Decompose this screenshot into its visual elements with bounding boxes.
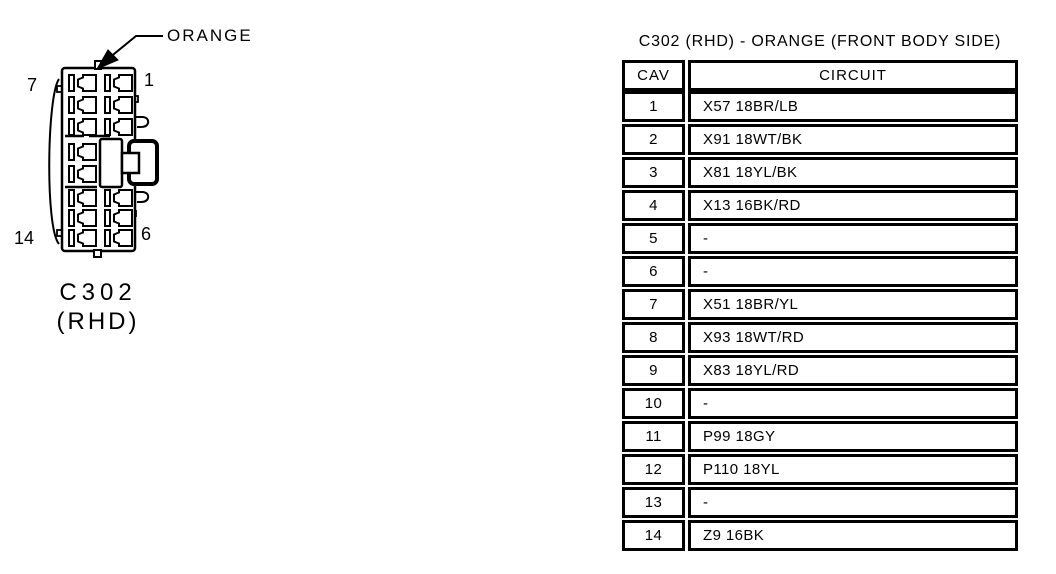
table-row: 3 X81 18YL/BK bbox=[622, 157, 1018, 188]
circuit-cell: Z9 16BK bbox=[688, 520, 1018, 551]
cav-cell: 10 bbox=[622, 388, 685, 419]
table-title: C302 (RHD) - ORANGE (FRONT BODY SIDE) bbox=[638, 33, 1002, 50]
circuit-cell: - bbox=[688, 487, 1018, 518]
cav-cell: 3 bbox=[622, 157, 685, 188]
circuit-cell: - bbox=[688, 256, 1018, 287]
circuit-cell: P110 18YL bbox=[688, 454, 1018, 485]
connector-bottom-tab bbox=[93, 249, 102, 258]
cav-column-header: CAV bbox=[622, 60, 685, 91]
connector-diagram: ORANGE 7 1 14 6 C302 (RHD) bbox=[0, 0, 300, 574]
cav-cell: 12 bbox=[622, 454, 685, 485]
circuit-cell: - bbox=[688, 223, 1018, 254]
circuit-cell: X51 18BR/YL bbox=[688, 289, 1018, 320]
table-header-row: CAV CIRCUIT bbox=[622, 60, 1018, 91]
pin-label-1: 1 bbox=[144, 70, 155, 90]
cav-cell: 9 bbox=[622, 355, 685, 386]
cav-cell: 1 bbox=[622, 91, 685, 122]
circuit-cell: P99 18GY bbox=[688, 421, 1018, 452]
cav-cell: 8 bbox=[622, 322, 685, 353]
cav-cell: 5 bbox=[622, 223, 685, 254]
table-row: 14 Z9 16BK bbox=[622, 520, 1018, 551]
cav-cell: 2 bbox=[622, 124, 685, 155]
table-row: 7 X51 18BR/YL bbox=[622, 289, 1018, 320]
orange-callout-arrow bbox=[95, 35, 163, 71]
table-row: 11 P99 18GY bbox=[622, 421, 1018, 452]
table-row: 6- bbox=[622, 256, 1018, 287]
circuit-cell: X57 18BR/LB bbox=[688, 91, 1018, 122]
cav-cell: 4 bbox=[622, 190, 685, 221]
cav-cell: 7 bbox=[622, 289, 685, 320]
table-row: 2 X91 18WT/BK bbox=[622, 124, 1018, 155]
connector-name-label: C302 bbox=[59, 279, 137, 306]
table-row: 4 X13 16BK/RD bbox=[622, 190, 1018, 221]
section-separators bbox=[65, 134, 110, 189]
circuit-cell: X93 18WT/RD bbox=[688, 322, 1018, 353]
connector-face-diagram bbox=[48, 35, 163, 258]
table-row: 9 X83 18YL/RD bbox=[622, 355, 1018, 386]
pin-label-14: 14 bbox=[14, 228, 35, 248]
circuit-column-header: CIRCUIT bbox=[688, 60, 1018, 91]
table-row: 8 X93 18WT/RD bbox=[622, 322, 1018, 353]
color-callout-label: ORANGE bbox=[167, 26, 253, 45]
pin-range-bracket bbox=[48, 78, 60, 245]
table-row: 12 P110 18YL bbox=[622, 454, 1018, 485]
table-row: 10- bbox=[622, 388, 1018, 419]
table-body: 1 X57 18BR/LB 2 X91 18WT/BK 3 X81 18YL/BK 4 X13… bbox=[622, 91, 1018, 551]
circuit-cell: - bbox=[688, 388, 1018, 419]
cav-cell: 14 bbox=[622, 520, 685, 551]
circuit-cell: X81 18YL/BK bbox=[688, 157, 1018, 188]
circuit-cell: X13 16BK/RD bbox=[688, 190, 1018, 221]
center-keyway bbox=[98, 137, 124, 189]
pin-label-7: 7 bbox=[27, 75, 38, 95]
table-row: 13- bbox=[622, 487, 1018, 518]
cav-cell: 6 bbox=[622, 256, 685, 287]
connector-pinout-table: C302 (RHD) - ORANGE (FRONT BODY SIDE) CA… bbox=[622, 33, 1018, 551]
circuit-cell: X91 18WT/BK bbox=[688, 124, 1018, 155]
cav-cell: 13 bbox=[622, 487, 685, 518]
cav-cell: 11 bbox=[622, 421, 685, 452]
table-row: 1 X57 18BR/LB bbox=[622, 91, 1018, 122]
connector-latch bbox=[120, 116, 159, 203]
pin-label-6: 6 bbox=[141, 224, 152, 244]
connector-variant-label: (RHD) bbox=[56, 308, 140, 335]
table-row: 5- bbox=[622, 223, 1018, 254]
circuit-cell: X83 18YL/RD bbox=[688, 355, 1018, 386]
